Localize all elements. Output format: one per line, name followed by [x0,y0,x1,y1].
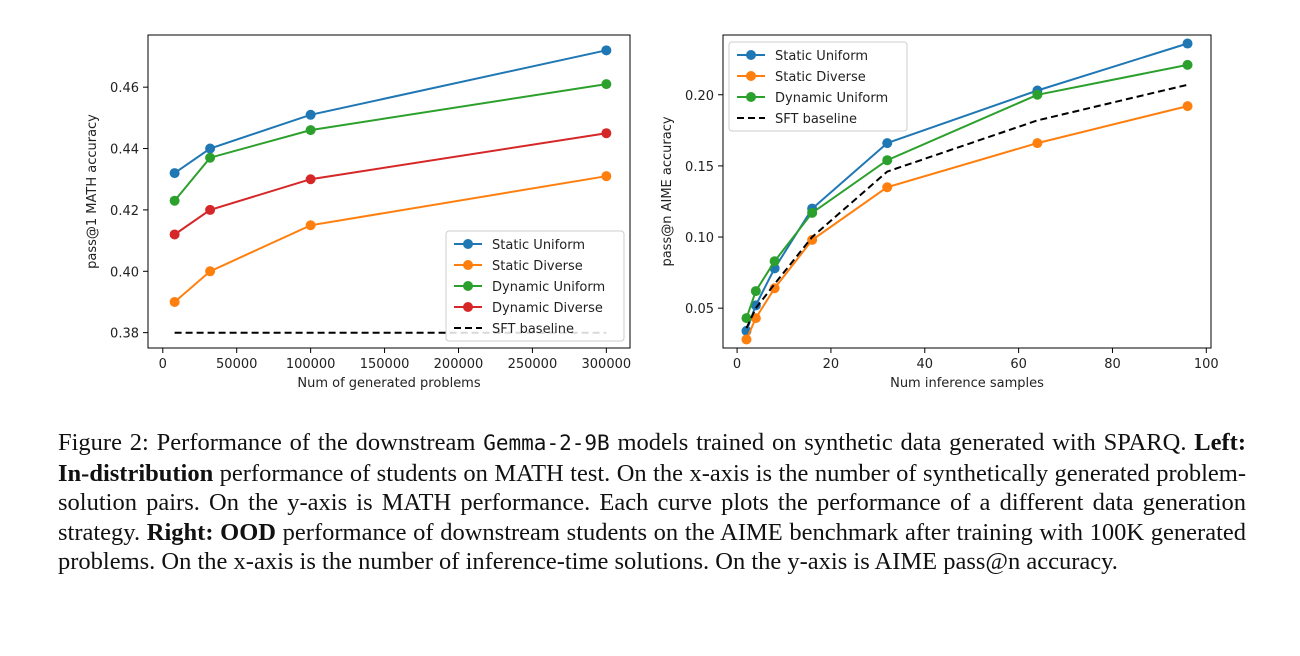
y-tick-label: 0.38 [110,327,139,342]
x-tick-label: 80 [1104,357,1121,372]
x-tick-label: 60 [1010,357,1027,372]
data-point [305,109,316,120]
x-axis-label: Num inference samples [890,376,1044,391]
series-line-1 [745,105,1188,340]
caption-intro: Figure 2: Performance of the downstream [58,429,484,456]
legend-entry: Static Diverse [775,70,866,85]
data-point [882,182,893,193]
y-tick-label: 0.20 [685,89,714,104]
series-line-3 [174,132,607,236]
x-tick-label: 40 [916,357,933,372]
axes-frame [722,34,1212,349]
y-tick-label: 0.44 [110,143,139,158]
y-tick-label: 0.15 [685,160,714,175]
data-point [1182,38,1193,49]
data-point [1032,138,1043,149]
data-point [601,128,612,139]
legend-marker [463,239,473,249]
caption-left-heading: Left: In-distribution [58,429,1246,487]
data-point [882,155,893,166]
data-point [1032,89,1043,100]
data-point [169,195,180,206]
legend-box [445,230,625,342]
data-point [601,79,612,90]
y-axis-label: pass@1 MATH accuracy [85,114,100,269]
data-point [750,300,761,311]
caption-right-heading: Right: OOD [146,518,276,546]
data-point [741,313,752,324]
legend-box [728,41,908,132]
legend-entry: Dynamic Uniform [492,280,605,295]
legend-entry: SFT baseline [492,322,574,337]
caption-model-name: Gemma-2-9B [483,431,610,455]
legend-marker [463,260,473,270]
legend-entry: Static Uniform [775,49,868,64]
data-point [205,143,216,154]
x-tick-label: 250000 [508,357,558,372]
data-point [1182,59,1193,70]
data-point [205,266,216,277]
data-point [169,168,180,179]
figure-caption: Figure 2: Performance of the downstream … [58,428,1246,577]
data-point [807,207,818,218]
y-tick-label: 0.42 [110,204,139,219]
data-point [601,45,612,56]
y-tick-label: 0.46 [110,81,139,96]
caption-text-3: performance of downstream students on th… [58,518,1247,576]
data-point [882,138,893,149]
data-point [169,296,180,307]
legend-entry: Static Diverse [492,259,583,274]
x-tick-label: 20 [823,357,840,372]
y-axis-label: pass@n AIME accuracy [660,116,675,266]
legend-entry: Dynamic Diverse [492,301,603,316]
data-point [169,229,180,240]
legend-marker [746,71,756,81]
data-point [305,220,316,231]
legend-entry: Static Uniform [492,238,585,253]
caption-text-1: models trained on synthetic data generat… [609,429,1195,456]
x-tick-label: 0 [159,357,167,372]
x-tick-label: 100000 [286,357,336,372]
series-line-2 [173,83,607,202]
legend-marker [746,92,756,102]
series-line-0 [174,49,607,174]
right-chart-aime: 0 20 40 60 80 100 0.05 0.10 0.15 0.20 Num inferenc… [660,34,1219,391]
data-point [601,171,612,182]
y-tick-label: 0.10 [685,231,714,246]
data-point [205,204,216,215]
legend-marker [746,50,756,60]
data-point [741,334,752,345]
x-tick-label: 300000 [582,357,632,372]
axes-frame [147,34,631,349]
data-point [305,174,316,185]
data-point [205,152,216,163]
data-point [807,234,818,245]
x-tick-label: 0 [733,357,741,372]
x-tick-label: 150000 [360,357,410,372]
y-tick-label: 0.05 [685,302,714,317]
left-chart-math: 0 50000 100000 150000 200000 250000 300000 0.38… [85,34,632,391]
caption-text-2: performance of students on MATH test. On… [58,459,1246,546]
data-point [1182,101,1193,112]
x-tick-label: 100 [1194,357,1219,372]
series-line-3 [745,83,1188,329]
x-tick-label: 200000 [434,357,484,372]
data-point [305,125,316,136]
y-tick-label: 0.40 [110,265,139,280]
legend-marker [463,281,473,291]
x-tick-label: 50000 [216,357,257,372]
x-axis-label: Num of generated problems [297,376,480,391]
data-point [769,256,780,267]
figure: 0 50000 100000 150000 200000 250000 300000 0.38… [85,34,1219,391]
legend-entry: Dynamic Uniform [775,91,888,106]
data-point [750,286,761,297]
legend-marker [463,302,473,312]
legend-entry: SFT baseline [775,112,857,127]
series-line-1 [173,175,607,303]
